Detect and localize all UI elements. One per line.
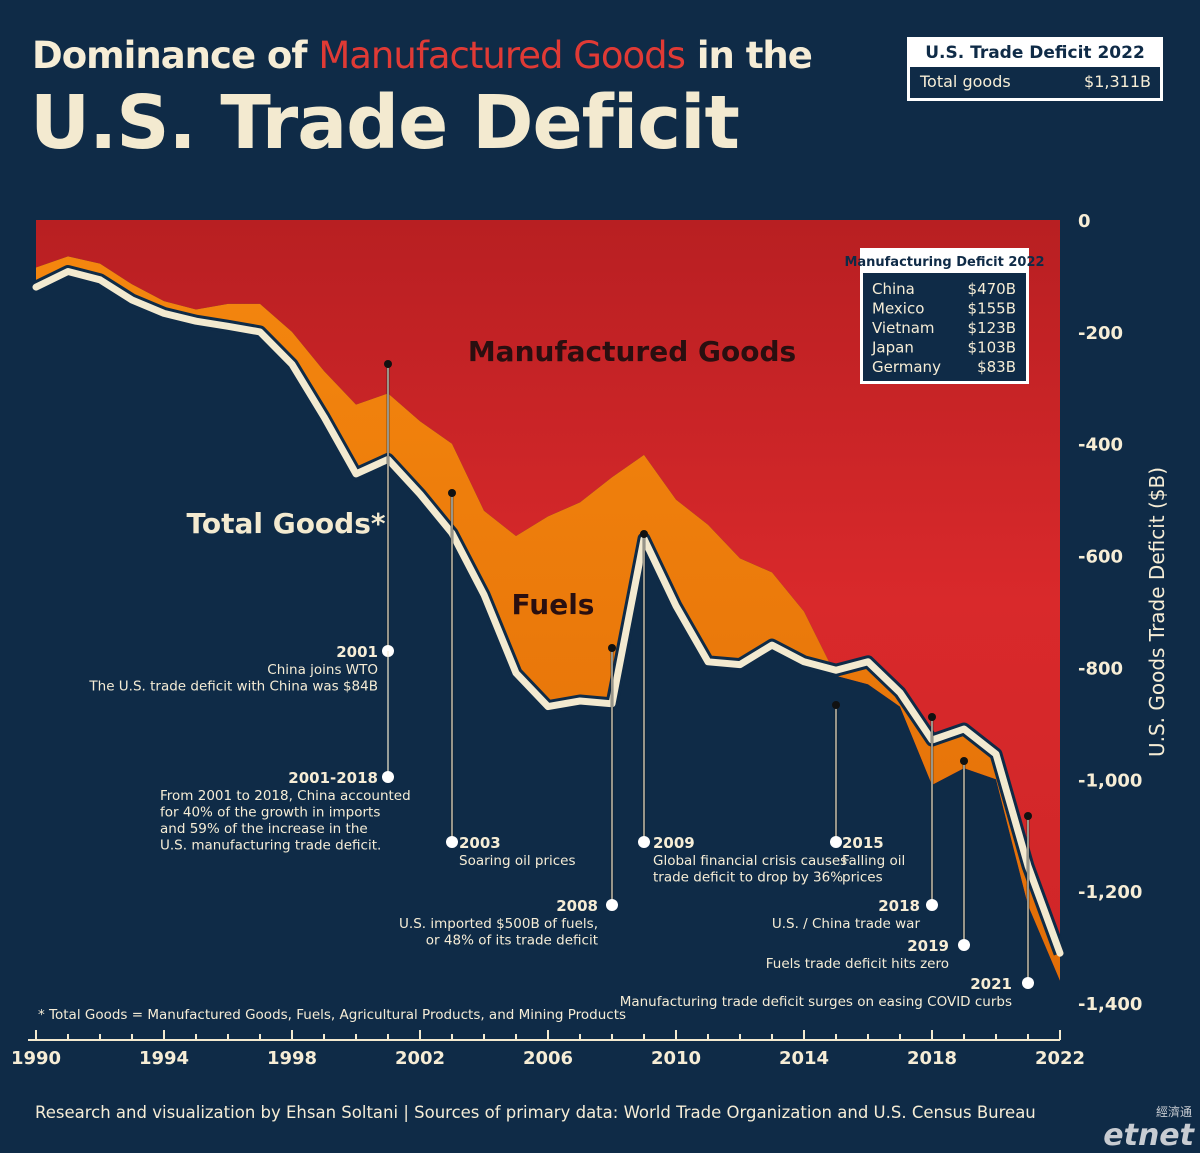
annotation-text: Manufacturing trade deficit surges on ea… (620, 994, 1012, 1010)
annotation-dot (446, 836, 458, 848)
annotation-dot (926, 899, 938, 911)
manufacturing-value: $123B (968, 319, 1016, 337)
manufacturing-value: $83B (977, 358, 1016, 376)
annotation-text: China joins WTO (267, 662, 378, 678)
manufacturing-value: $470B (968, 280, 1016, 298)
x-tick-label: 1990 (11, 1048, 61, 1069)
manufacturing-country: Germany (872, 358, 941, 376)
annotation-year: 2001 (336, 643, 378, 661)
annotation-anchor-dot (832, 701, 840, 709)
annotation-text: U.S. imported $500B of fuels, (399, 916, 598, 932)
label-manufactured-goods: Manufactured Goods (468, 335, 796, 368)
annotation-anchor-dot (608, 644, 616, 652)
summary-box-label: Total goods (920, 72, 1011, 91)
annotation-year: 2019 (907, 937, 949, 955)
annotation-dot (382, 771, 394, 783)
manufacturing-country: Mexico (872, 300, 924, 318)
annotation-text: prices (842, 870, 883, 886)
annotation-anchor-dot (448, 489, 456, 497)
summary-box: U.S. Trade Deficit 2022 Total goods $1,3… (907, 37, 1163, 101)
annotation-year: 2009 (653, 834, 695, 852)
annotation-dot (830, 836, 842, 848)
x-tick-label: 2010 (651, 1048, 701, 1069)
summary-box-value: $1,311B (1084, 72, 1151, 91)
total-goods-line (32, 268, 1064, 957)
annotation-text: From 2001 to 2018, China accounted (160, 788, 411, 804)
x-tick-label: 2018 (907, 1048, 957, 1069)
manufacturing-box-body (863, 273, 1026, 381)
annotation-text: U.S. / China trade war (772, 916, 921, 932)
label-total-goods: Total Goods* (186, 507, 385, 540)
x-tick-label: 2006 (523, 1048, 573, 1069)
summary-box-title: U.S. Trade Deficit 2022 (910, 40, 1160, 67)
chart-title-line1: Dominance of Manufactured Goods in the (32, 34, 813, 77)
annotation-dot (958, 939, 970, 951)
annotation-anchor-dot (960, 757, 968, 765)
footnote: * Total Goods = Manufactured Goods, Fuel… (38, 1007, 626, 1023)
manufacturing-country: Vietnam (872, 319, 935, 337)
annotation-anchor-dot (1024, 812, 1032, 820)
annotation-text: for 40% of the growth in imports (160, 805, 380, 821)
annotation-year: 2008 (556, 897, 598, 915)
manufacturing-country: Japan (871, 339, 914, 357)
x-tick-label: 2002 (395, 1048, 445, 1069)
y-tick-label: -200 (1078, 323, 1123, 344)
y-axis-label: U.S. Goods Trade Deficit ($B) (1145, 467, 1169, 757)
annotation-dot (1022, 977, 1034, 989)
x-tick-label: 2014 (779, 1048, 829, 1069)
annotation-year: 2021 (970, 975, 1012, 993)
annotation-text: or 48% of its trade deficit (426, 933, 598, 949)
annotation-year: 2015 (842, 834, 884, 852)
y-tick-label: 0 (1078, 211, 1091, 232)
logo-chinese: 經濟通 (1155, 1105, 1192, 1119)
y-tick-label: -1,200 (1078, 882, 1142, 903)
manufacturing-value: $155B (968, 300, 1016, 318)
y-tick-label: -400 (1078, 435, 1123, 456)
annotation-anchor-dot (384, 360, 392, 368)
annotation-text: Soaring oil prices (459, 853, 576, 869)
annotation-text: Global financial crisis causes (653, 853, 847, 869)
y-tick-label: -1,000 (1078, 770, 1142, 791)
y-tick-label: -600 (1078, 547, 1123, 568)
source-credit: Research and visualization by Ehsan Solt… (35, 1103, 1036, 1122)
etnet-logo: etnet (1103, 1118, 1194, 1153)
x-tick-label: 1994 (139, 1048, 189, 1069)
annotation-dot (638, 836, 650, 848)
annotation-text: and 59% of the increase in the (160, 821, 368, 837)
chart-title-main: U.S. Trade Deficit (30, 80, 740, 166)
y-tick-label: -1,400 (1078, 994, 1142, 1015)
annotation-anchor-dot (928, 713, 936, 721)
manufacturing-box-title: Manufacturing Deficit 2022 (844, 255, 1044, 270)
annotation-text: Fuels trade deficit hits zero (766, 956, 949, 972)
y-tick-label: -800 (1078, 658, 1123, 679)
manufacturing-value: $103B (968, 339, 1016, 357)
annotation-dot (606, 899, 618, 911)
fuels-area (36, 256, 1060, 981)
annotation-text: The U.S. trade deficit with China was $8… (88, 679, 378, 695)
annotation-year: 2001-2018 (288, 769, 378, 787)
annotation-year: 2003 (459, 834, 501, 852)
x-tick-label: 2022 (1035, 1048, 1085, 1069)
label-fuels: Fuels (512, 588, 595, 621)
title-highlight: Manufactured Goods (318, 34, 686, 77)
manufactured-goods-area (36, 220, 1060, 981)
manufacturing-country: China (872, 280, 915, 298)
annotation-year: 2018 (878, 897, 920, 915)
x-tick-label: 1998 (267, 1048, 317, 1069)
annotation-anchor-dot (640, 530, 648, 538)
annotation-text: trade deficit to drop by 36% (653, 870, 843, 886)
annotation-text: Falling oil (842, 853, 905, 869)
annotation-text: U.S. manufacturing trade deficit. (160, 838, 381, 854)
